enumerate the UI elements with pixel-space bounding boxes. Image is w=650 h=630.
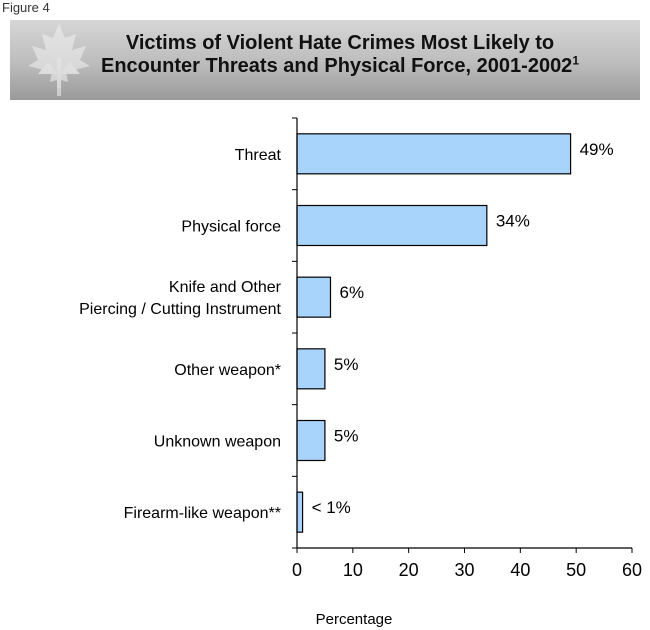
category-label-5: Firearm-like weapon** <box>124 505 281 522</box>
x-tick-label-5: 50 <box>566 560 586 580</box>
maple-leaf-scales-icon <box>28 24 90 96</box>
category-label-4: Unknown weapon <box>154 434 281 451</box>
title-footnote-marker: 1 <box>572 53 579 68</box>
bar-chart: 49% 34% 6% 5% 5% < 1% Threat Physical force Kni… <box>79 117 642 628</box>
x-tick-label-2: 20 <box>399 560 419 580</box>
chart-title-line2: Encounter Threats and Physical Force, 20… <box>101 55 573 77</box>
x-tick-label-1: 10 <box>343 560 363 580</box>
category-label-0: Threat <box>235 147 282 164</box>
bar-1 <box>296 204 488 247</box>
category-label-1: Physical force <box>181 219 281 236</box>
x-tick-label-0: 0 <box>292 560 302 580</box>
x-axis-title: Percentage <box>316 611 393 628</box>
data-label-3: 5% <box>334 355 359 374</box>
data-label-5: < 1% <box>312 498 351 517</box>
chart-title: Victims of Violent Hate Crimes Most Like… <box>50 32 630 78</box>
category-label-3: Other weapon* <box>174 362 281 379</box>
bar-2 <box>296 276 332 318</box>
category-label-2-line1: Piercing / Cutting Instrument <box>79 301 281 318</box>
x-tick-label-6: 60 <box>622 560 642 580</box>
data-label-2: 6% <box>340 283 365 302</box>
data-label-1: 34% <box>496 212 530 231</box>
bar-4 <box>296 419 326 462</box>
category-label-2-line0: Knife and Other <box>169 279 282 296</box>
bar-5 <box>296 491 304 533</box>
axes-layer: Threat Physical force Knife and Other Pierc… <box>79 117 642 580</box>
data-label-4: 5% <box>334 427 359 446</box>
chart-title-line1: Victims of Violent Hate Crimes Most Like… <box>125 32 555 54</box>
bar-3 <box>296 348 326 390</box>
figure-label: Figure 4 <box>2 0 50 15</box>
bar-0 <box>296 133 572 175</box>
title-banner: Victims of Violent Hate Crimes Most Like… <box>10 20 640 100</box>
data-label-0: 49% <box>580 140 614 159</box>
x-tick-label-4: 40 <box>510 560 530 580</box>
bars-layer: 49% 34% 6% 5% 5% < 1% <box>296 133 614 533</box>
x-tick-label-3: 30 <box>454 560 474 580</box>
